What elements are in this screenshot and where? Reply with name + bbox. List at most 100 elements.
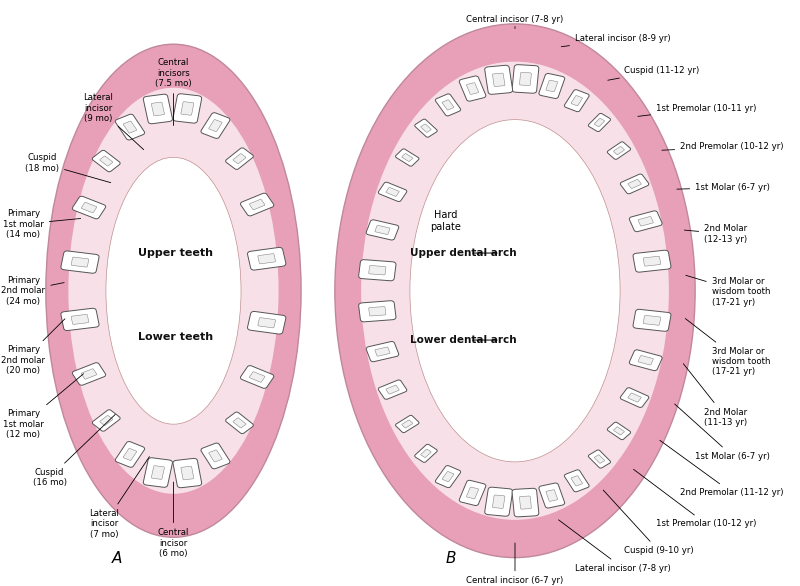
FancyBboxPatch shape — [620, 174, 649, 194]
FancyBboxPatch shape — [628, 179, 642, 189]
FancyBboxPatch shape — [386, 188, 399, 196]
FancyBboxPatch shape — [614, 427, 624, 435]
Ellipse shape — [361, 62, 669, 520]
FancyBboxPatch shape — [459, 76, 486, 101]
Text: Lateral incisor (7-8 yr): Lateral incisor (7-8 yr) — [558, 520, 670, 573]
FancyBboxPatch shape — [100, 156, 113, 166]
Text: 1st Premolar (10-11 yr): 1st Premolar (10-11 yr) — [638, 104, 757, 117]
FancyBboxPatch shape — [92, 410, 120, 431]
Text: Central incisor (7-8 yr): Central incisor (7-8 yr) — [466, 15, 564, 29]
Text: Lower dental arch: Lower dental arch — [410, 335, 517, 345]
FancyBboxPatch shape — [366, 220, 398, 240]
FancyBboxPatch shape — [250, 372, 265, 382]
Text: 1st Premolar (10-12 yr): 1st Premolar (10-12 yr) — [634, 469, 757, 529]
FancyBboxPatch shape — [519, 496, 531, 509]
FancyBboxPatch shape — [143, 458, 173, 488]
FancyBboxPatch shape — [201, 443, 230, 469]
Text: Primary
1st molar
(12 mo): Primary 1st molar (12 mo) — [3, 374, 83, 439]
Text: 3rd Molar or
wisdom tooth
(17-21 yr): 3rd Molar or wisdom tooth (17-21 yr) — [686, 319, 770, 376]
Text: Primary
1st molar
(14 mo): Primary 1st molar (14 mo) — [3, 209, 81, 239]
FancyBboxPatch shape — [607, 422, 630, 440]
FancyBboxPatch shape — [375, 347, 390, 356]
FancyBboxPatch shape — [546, 80, 558, 92]
FancyBboxPatch shape — [386, 385, 399, 394]
FancyBboxPatch shape — [201, 113, 230, 138]
Ellipse shape — [68, 88, 278, 494]
FancyBboxPatch shape — [226, 148, 254, 169]
FancyBboxPatch shape — [369, 306, 386, 316]
FancyBboxPatch shape — [209, 450, 222, 462]
FancyBboxPatch shape — [173, 458, 202, 488]
FancyBboxPatch shape — [630, 350, 662, 371]
FancyBboxPatch shape — [100, 415, 113, 425]
FancyBboxPatch shape — [633, 309, 671, 331]
FancyBboxPatch shape — [571, 96, 582, 106]
Ellipse shape — [335, 24, 695, 558]
FancyBboxPatch shape — [638, 356, 654, 365]
FancyBboxPatch shape — [512, 64, 538, 93]
FancyBboxPatch shape — [181, 102, 194, 115]
FancyBboxPatch shape — [375, 225, 390, 234]
Ellipse shape — [410, 120, 620, 462]
FancyBboxPatch shape — [82, 202, 97, 213]
FancyBboxPatch shape — [247, 311, 286, 334]
FancyBboxPatch shape — [123, 448, 137, 461]
Text: 1st Molar (6-7 yr): 1st Molar (6-7 yr) — [674, 404, 770, 461]
FancyBboxPatch shape — [633, 250, 671, 272]
FancyBboxPatch shape — [151, 102, 165, 116]
FancyBboxPatch shape — [493, 495, 505, 509]
FancyBboxPatch shape — [519, 72, 531, 86]
Text: Primary
2nd molar
(24 mo): Primary 2nd molar (24 mo) — [2, 276, 64, 306]
FancyBboxPatch shape — [466, 83, 478, 94]
FancyBboxPatch shape — [614, 146, 624, 155]
Text: Lateral
incisor
(7 mo): Lateral incisor (7 mo) — [90, 456, 150, 539]
FancyBboxPatch shape — [173, 94, 202, 123]
FancyBboxPatch shape — [82, 369, 97, 379]
Text: Upper dental arch: Upper dental arch — [410, 248, 517, 258]
FancyBboxPatch shape — [115, 114, 145, 140]
FancyBboxPatch shape — [588, 450, 610, 468]
Text: Central
incisor
(6 mo): Central incisor (6 mo) — [158, 482, 189, 558]
FancyBboxPatch shape — [630, 211, 662, 231]
FancyBboxPatch shape — [607, 142, 630, 159]
Text: Primary
2nd molar
(20 mo): Primary 2nd molar (20 mo) — [2, 319, 65, 375]
Text: Hard
palate: Hard palate — [430, 210, 462, 232]
FancyBboxPatch shape — [233, 154, 246, 163]
Text: 3rd Molar or
wisdom tooth
(17-21 yr): 3rd Molar or wisdom tooth (17-21 yr) — [686, 275, 770, 307]
FancyBboxPatch shape — [594, 455, 605, 464]
Text: Lower teeth: Lower teeth — [138, 332, 214, 342]
FancyBboxPatch shape — [250, 199, 265, 210]
Ellipse shape — [46, 44, 301, 537]
FancyBboxPatch shape — [61, 308, 99, 331]
FancyBboxPatch shape — [378, 182, 407, 202]
Text: A: A — [112, 551, 122, 566]
FancyBboxPatch shape — [240, 366, 274, 389]
FancyBboxPatch shape — [358, 260, 396, 281]
Text: Cuspid (9-10 yr): Cuspid (9-10 yr) — [603, 490, 694, 555]
Text: Cuspid
(16 mo): Cuspid (16 mo) — [33, 414, 115, 487]
FancyBboxPatch shape — [378, 380, 407, 400]
Text: Upper teeth: Upper teeth — [138, 248, 214, 258]
FancyBboxPatch shape — [71, 315, 89, 325]
FancyBboxPatch shape — [459, 481, 486, 506]
FancyBboxPatch shape — [620, 388, 649, 407]
FancyBboxPatch shape — [638, 216, 654, 226]
FancyBboxPatch shape — [435, 465, 461, 488]
FancyBboxPatch shape — [493, 73, 505, 87]
FancyBboxPatch shape — [226, 412, 254, 434]
FancyBboxPatch shape — [588, 113, 610, 132]
FancyBboxPatch shape — [402, 154, 413, 162]
Text: Central incisor (6-7 yr): Central incisor (6-7 yr) — [466, 543, 564, 585]
FancyBboxPatch shape — [421, 124, 431, 132]
FancyBboxPatch shape — [61, 251, 99, 273]
Text: 2nd Molar
(12-13 yr): 2nd Molar (12-13 yr) — [684, 224, 747, 244]
FancyBboxPatch shape — [358, 301, 396, 322]
FancyBboxPatch shape — [571, 476, 582, 486]
FancyBboxPatch shape — [366, 342, 398, 362]
Text: 1st Molar (6-7 yr): 1st Molar (6-7 yr) — [677, 183, 770, 192]
FancyBboxPatch shape — [546, 490, 558, 501]
FancyBboxPatch shape — [564, 470, 590, 492]
FancyBboxPatch shape — [564, 90, 590, 112]
Text: Cuspid
(18 mo): Cuspid (18 mo) — [25, 154, 110, 183]
Text: Lateral incisor (8-9 yr): Lateral incisor (8-9 yr) — [562, 34, 670, 47]
